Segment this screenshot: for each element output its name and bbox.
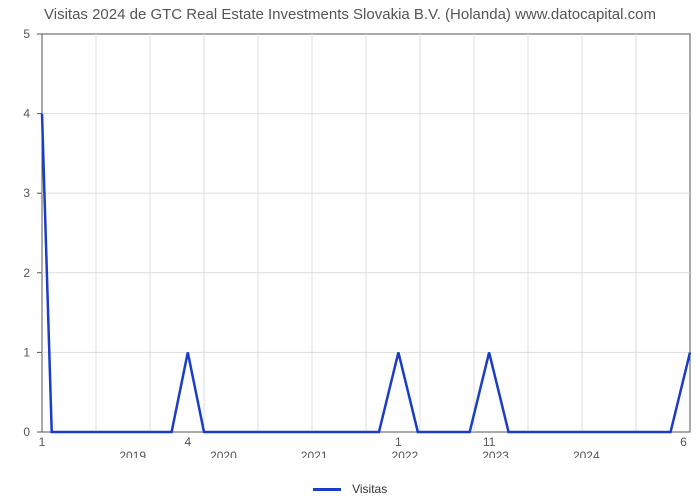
svg-text:2022: 2022 bbox=[392, 449, 419, 458]
svg-text:0: 0 bbox=[23, 425, 30, 439]
chart-title: Visitas 2024 de GTC Real Estate Investme… bbox=[0, 6, 700, 23]
legend-swatch bbox=[313, 488, 341, 491]
svg-text:11: 11 bbox=[483, 435, 496, 449]
svg-text:2019: 2019 bbox=[119, 449, 146, 458]
line-chart-svg: 012345141116201920202021202220232024 bbox=[0, 28, 700, 458]
svg-text:3: 3 bbox=[23, 186, 30, 200]
svg-text:1: 1 bbox=[23, 345, 30, 359]
chart-area: 012345141116201920202021202220232024 bbox=[0, 28, 700, 458]
svg-text:2: 2 bbox=[23, 266, 30, 280]
legend: Visitas bbox=[0, 482, 700, 496]
svg-text:5: 5 bbox=[23, 28, 30, 41]
svg-text:2024: 2024 bbox=[573, 449, 600, 458]
svg-text:4: 4 bbox=[23, 107, 30, 121]
svg-text:2021: 2021 bbox=[301, 449, 328, 458]
svg-text:2023: 2023 bbox=[482, 449, 509, 458]
svg-text:1: 1 bbox=[395, 435, 402, 449]
legend-label: Visitas bbox=[352, 482, 387, 496]
svg-text:4: 4 bbox=[184, 435, 191, 449]
svg-text:1: 1 bbox=[39, 435, 46, 449]
svg-text:6: 6 bbox=[680, 435, 687, 449]
svg-text:2020: 2020 bbox=[210, 449, 237, 458]
